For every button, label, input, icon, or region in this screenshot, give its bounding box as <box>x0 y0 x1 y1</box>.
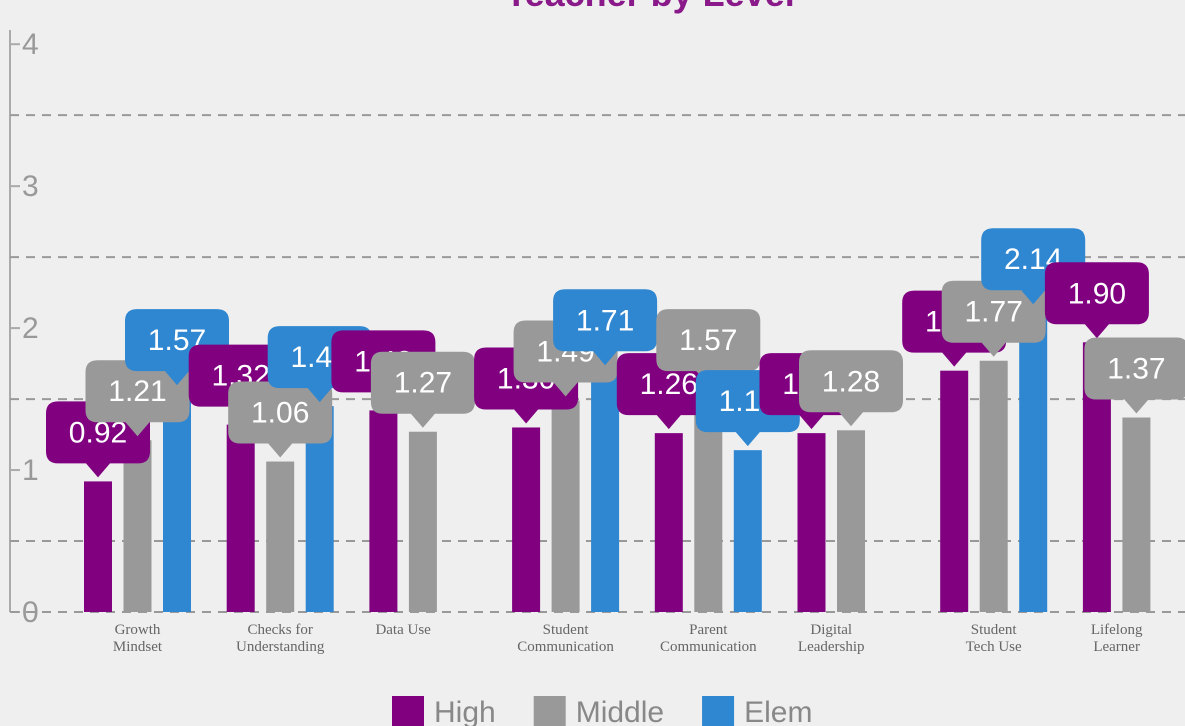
legend-swatch <box>702 696 735 726</box>
callout: 1.71 <box>553 289 658 366</box>
callout-box <box>228 381 333 458</box>
legend-label: High <box>434 696 496 726</box>
bar <box>837 430 865 612</box>
callout: 1.77 <box>941 280 1046 357</box>
bar <box>123 440 152 612</box>
data-label: 1.21 <box>108 375 166 408</box>
bar <box>551 400 580 612</box>
callout: 1.37 <box>1084 337 1185 414</box>
bar <box>733 450 762 612</box>
bar <box>1019 308 1048 612</box>
data-label: 1.71 <box>576 304 634 337</box>
callout-box <box>1084 337 1185 414</box>
y-tick-label: 4 <box>22 28 39 61</box>
x-tick-label: Student Communication <box>517 622 614 655</box>
callout: 1.28 <box>799 350 903 427</box>
data-label: 1.77 <box>965 296 1023 329</box>
x-tick-label: Digital Leadership <box>797 622 865 655</box>
bar <box>940 370 969 612</box>
callout: 1.21 <box>85 360 190 437</box>
x-tick-label: Student Tech Use <box>965 622 1022 655</box>
data-label: 1.57 <box>679 324 737 357</box>
bar <box>512 427 541 612</box>
y-tick-label: 2 <box>22 312 39 345</box>
data-label: 1.28 <box>822 365 880 398</box>
callout-box <box>656 309 761 386</box>
legend-label: Elem <box>744 696 812 726</box>
x-tick-label: Growth Mindset <box>112 622 163 655</box>
bar <box>408 431 437 612</box>
data-label: 1.26 <box>640 368 698 401</box>
bar <box>226 424 255 612</box>
data-label: 1.90 <box>1068 277 1126 310</box>
y-tick-label: 3 <box>22 170 39 203</box>
x-tick-label: Checks for Understanding <box>236 622 325 655</box>
callout: 1.06 <box>228 381 333 458</box>
bar <box>979 360 1008 612</box>
x-tick-label: Parent Communication <box>659 622 757 655</box>
x-tick-label: Lifelong Learner <box>1090 622 1143 655</box>
callout: 1.90 <box>1044 262 1149 339</box>
x-tick-label: Data Use <box>375 622 431 638</box>
callout: 1.57 <box>656 309 761 386</box>
callout-box <box>370 351 475 428</box>
legend-swatch <box>392 696 424 726</box>
bar <box>1122 417 1151 612</box>
callout-box <box>941 280 1046 357</box>
y-tick-label: 1 <box>22 454 39 487</box>
bar <box>84 481 112 612</box>
callout-box <box>1044 262 1149 339</box>
bar <box>163 389 191 612</box>
data-label: 1.27 <box>394 367 452 400</box>
callout: 1.27 <box>370 351 475 428</box>
legend-label: Middle <box>576 696 664 726</box>
data-label: 1.06 <box>251 397 309 430</box>
bar <box>369 410 398 612</box>
data-labels: 0.921.211.571.321.061.451.421.271.301.49… <box>46 228 1185 478</box>
callout: 1.26 <box>616 353 721 430</box>
bar <box>797 433 826 612</box>
callout-box <box>799 350 903 427</box>
bar <box>654 433 683 612</box>
chart-title: Teacher by Level <box>505 0 794 14</box>
callout-box <box>553 289 658 366</box>
callout-box <box>616 353 721 430</box>
data-label: 1.37 <box>1107 353 1165 386</box>
bar <box>266 461 295 612</box>
legend-swatch <box>533 696 566 726</box>
bar <box>591 369 620 612</box>
callout-box <box>85 360 190 437</box>
